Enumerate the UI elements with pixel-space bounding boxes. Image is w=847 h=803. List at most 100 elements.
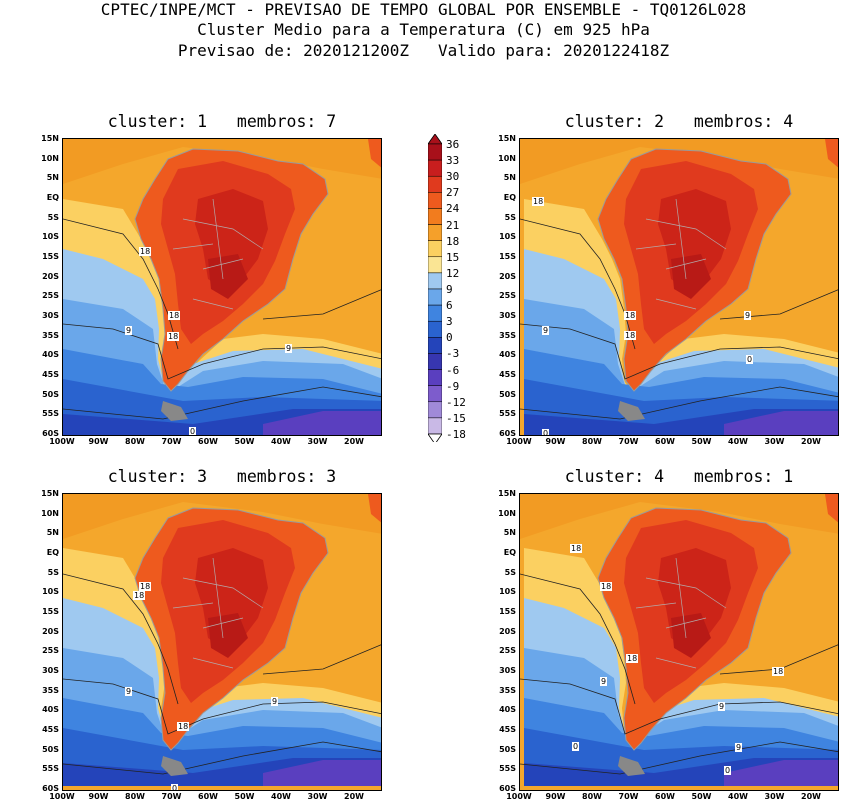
contour-label: 9 bbox=[735, 743, 743, 752]
lat-tick-label: 10S bbox=[499, 587, 516, 597]
lat-tick-label: 5S bbox=[504, 567, 516, 577]
colorbar-swatch bbox=[427, 385, 443, 403]
lon-tick-label: 60W bbox=[655, 437, 675, 446]
contour-label: 9 bbox=[744, 311, 752, 320]
coastline bbox=[134, 507, 329, 751]
contour-label: 18 bbox=[772, 667, 785, 676]
contour-label: 9 bbox=[271, 697, 279, 706]
lat-tick-label: 15N bbox=[498, 489, 516, 498]
lat-tick-label: 25S bbox=[42, 646, 59, 656]
temperature-colorbar bbox=[427, 133, 443, 445]
colorbar-swatch bbox=[427, 224, 443, 241]
lat-tick-label: 60S bbox=[42, 429, 59, 438]
country-borders bbox=[635, 198, 727, 310]
lat-tick-label: 40S bbox=[42, 350, 59, 360]
colorbar-swatch bbox=[427, 417, 443, 435]
lat-tick-label: 55S bbox=[499, 409, 516, 419]
lat-tick-label: 35S bbox=[42, 330, 59, 340]
lat-tick-label: EQ bbox=[46, 548, 59, 557]
lon-tick-label: 70W bbox=[161, 437, 182, 446]
contour-label: 0 bbox=[171, 784, 179, 791]
lon-tick-label: 90W bbox=[545, 792, 566, 801]
colorbar-swatch bbox=[427, 369, 443, 386]
colorbar-swatch bbox=[427, 192, 443, 209]
lat-tick-label: 5N bbox=[46, 173, 59, 183]
lon-tick-label: 30W bbox=[764, 792, 785, 801]
lat-tick-label: 5N bbox=[503, 173, 516, 183]
contour-label: 9 bbox=[125, 687, 133, 696]
contour-0 bbox=[520, 386, 838, 420]
lat-tick-label: 60S bbox=[499, 784, 516, 793]
contour-label: 18 bbox=[624, 311, 637, 320]
map-panel-cluster-1: 18 18 18 9 9 0 bbox=[62, 138, 382, 436]
lat-tick-label: 40S bbox=[42, 705, 59, 715]
africa-edge bbox=[825, 494, 838, 523]
tierra-del-fuego bbox=[161, 756, 188, 776]
cold-band-6 bbox=[263, 411, 381, 435]
lon-tick-label: 50W bbox=[234, 437, 255, 446]
lat-tick-label: 10N bbox=[498, 153, 516, 163]
lon-tick-label: 40W bbox=[271, 437, 291, 446]
contour-9 bbox=[520, 323, 838, 380]
contour-label: 0 bbox=[746, 355, 754, 364]
colorbar-swatch bbox=[427, 256, 443, 274]
lat-tick-label: 15S bbox=[42, 607, 59, 616]
contour-0 bbox=[63, 386, 381, 420]
colorbar-swatch bbox=[427, 304, 443, 322]
lat-tick-label: 55S bbox=[42, 764, 59, 774]
lat-tick-label: 15N bbox=[41, 134, 59, 143]
cold-band-6 bbox=[724, 411, 838, 435]
lat-tick-label: 25S bbox=[499, 646, 516, 656]
contour-9 bbox=[63, 323, 381, 380]
contour-label: 18 bbox=[168, 311, 181, 320]
contour-label: 9 bbox=[718, 702, 726, 711]
warm-band-north bbox=[63, 494, 381, 539]
lat-tick-label: 45S bbox=[42, 725, 59, 734]
map-panel-cluster-4: 18 18 18 18 9 9 9 0 0 bbox=[519, 493, 839, 791]
contour-9 bbox=[520, 678, 838, 735]
warm-band-north bbox=[520, 139, 838, 184]
lon-tick-label: 50W bbox=[234, 792, 255, 801]
lat-tick-label: 10N bbox=[41, 508, 59, 518]
lat-tick-label: 15S bbox=[42, 252, 59, 261]
lon-tick-label: 20W bbox=[344, 437, 364, 446]
lon-tick-label: 70W bbox=[618, 437, 639, 446]
colorbar-label: 27 bbox=[446, 186, 460, 200]
lat-tick-label: 15N bbox=[498, 134, 516, 143]
contour-label: 18 bbox=[139, 582, 152, 591]
lat-tick-label: 10N bbox=[41, 153, 59, 163]
lat-tick-label: 10S bbox=[499, 232, 516, 242]
lat-tick-label: 20S bbox=[499, 626, 516, 636]
colorbar-swatch bbox=[427, 401, 443, 419]
country-borders bbox=[172, 198, 264, 310]
lon-tick-label: 20W bbox=[344, 792, 364, 801]
contour-label: 18 bbox=[532, 197, 545, 206]
colorbar-label: -12 bbox=[446, 395, 466, 409]
colorbar-swatch bbox=[427, 320, 443, 338]
contour-label: 18 bbox=[600, 582, 613, 591]
lat-tick-label: 40S bbox=[499, 705, 516, 715]
header-line-3: Previsao de: 2020121200Z Valido para: 20… bbox=[177, 41, 670, 60]
lat-tick-label: 45S bbox=[499, 370, 516, 379]
tierra-del-fuego bbox=[618, 756, 645, 776]
lat-tick-label: 15S bbox=[499, 607, 516, 616]
africa-edge bbox=[368, 494, 381, 523]
colorbar-swatch bbox=[427, 208, 443, 225]
lon-tick-label: 40W bbox=[728, 437, 748, 446]
lon-tick-label: 60W bbox=[198, 792, 218, 801]
lat-tick-label: 30S bbox=[499, 311, 516, 320]
lat-tick-label: EQ bbox=[46, 193, 59, 202]
coastline bbox=[597, 148, 792, 392]
lat-tick-label: 50S bbox=[499, 744, 516, 754]
lat-tick-label: 10N bbox=[498, 508, 516, 518]
panel-3-title: cluster: 3 membros: 3 bbox=[107, 467, 337, 486]
map-panel-cluster-3: 18 18 18 9 9 0 bbox=[62, 493, 382, 791]
lat-tick-label: 30S bbox=[42, 666, 59, 675]
cold-band-6 bbox=[263, 760, 381, 786]
lon-tick-label: 80W bbox=[125, 792, 145, 801]
lat-tick-label: 25S bbox=[499, 291, 516, 301]
contour-label: 9 bbox=[125, 326, 133, 335]
colorbar-swatch bbox=[427, 272, 443, 290]
colorbar-bottom-arrow bbox=[427, 433, 443, 445]
lon-tick-label: 100W bbox=[506, 437, 532, 446]
